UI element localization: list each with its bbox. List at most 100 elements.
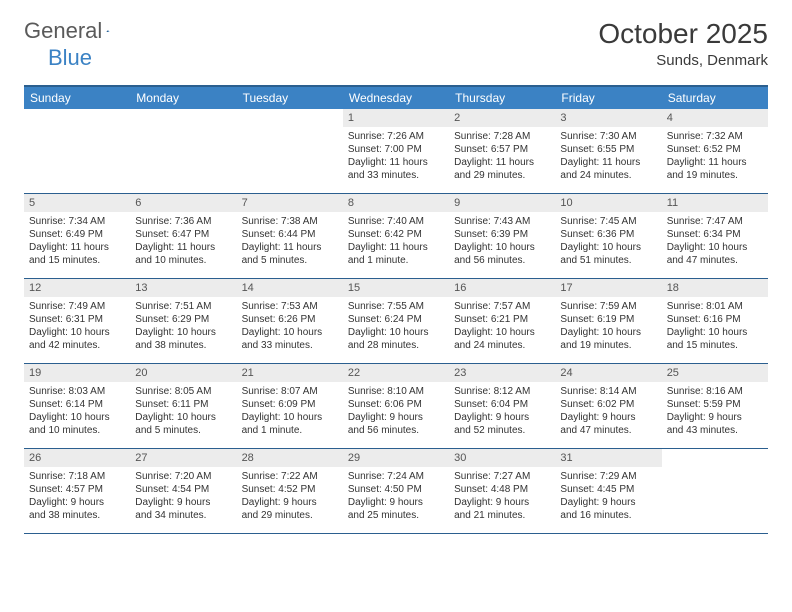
day-d2: and 29 minutes. <box>454 169 550 182</box>
day-sr: Sunrise: 8:01 AM <box>667 300 763 313</box>
week-row: 26Sunrise: 7:18 AMSunset: 4:57 PMDayligh… <box>24 449 768 534</box>
day-body: Sunrise: 7:27 AMSunset: 4:48 PMDaylight:… <box>449 467 555 526</box>
day-body: Sunrise: 7:30 AMSunset: 6:55 PMDaylight:… <box>555 127 661 186</box>
day-d1: Daylight: 11 hours <box>242 241 338 254</box>
day-d1: Daylight: 10 hours <box>667 326 763 339</box>
day-number: 16 <box>449 279 555 297</box>
day-sr: Sunrise: 7:40 AM <box>348 215 444 228</box>
day-d1: Daylight: 11 hours <box>348 156 444 169</box>
day-body: Sunrise: 7:22 AMSunset: 4:52 PMDaylight:… <box>237 467 343 526</box>
day-cell: 29Sunrise: 7:24 AMSunset: 4:50 PMDayligh… <box>343 449 449 533</box>
day-number: 28 <box>237 449 343 467</box>
day-sr: Sunrise: 8:03 AM <box>29 385 125 398</box>
day-cell: 5Sunrise: 7:34 AMSunset: 6:49 PMDaylight… <box>24 194 130 278</box>
day-d1: Daylight: 9 hours <box>560 496 656 509</box>
day-body: Sunrise: 8:01 AMSunset: 6:16 PMDaylight:… <box>662 297 768 356</box>
weekday-sun: Sunday <box>24 87 130 109</box>
day-ss: Sunset: 6:06 PM <box>348 398 444 411</box>
day-ss: Sunset: 6:57 PM <box>454 143 550 156</box>
day-d1: Daylight: 10 hours <box>454 241 550 254</box>
day-body: Sunrise: 7:38 AMSunset: 6:44 PMDaylight:… <box>237 212 343 271</box>
day-body: Sunrise: 7:18 AMSunset: 4:57 PMDaylight:… <box>24 467 130 526</box>
day-cell: 18Sunrise: 8:01 AMSunset: 6:16 PMDayligh… <box>662 279 768 363</box>
day-d2: and 42 minutes. <box>29 339 125 352</box>
day-body: Sunrise: 8:03 AMSunset: 6:14 PMDaylight:… <box>24 382 130 441</box>
day-number: 6 <box>130 194 236 212</box>
day-d1: Daylight: 10 hours <box>242 326 338 339</box>
day-ss: Sunset: 6:02 PM <box>560 398 656 411</box>
day-ss: Sunset: 4:54 PM <box>135 483 231 496</box>
day-body: Sunrise: 7:47 AMSunset: 6:34 PMDaylight:… <box>662 212 768 271</box>
day-cell: 11Sunrise: 7:47 AMSunset: 6:34 PMDayligh… <box>662 194 768 278</box>
day-number: 22 <box>343 364 449 382</box>
day-number: 15 <box>343 279 449 297</box>
day-d1: Daylight: 9 hours <box>348 411 444 424</box>
weekday-thu: Thursday <box>449 87 555 109</box>
day-cell: 7Sunrise: 7:38 AMSunset: 6:44 PMDaylight… <box>237 194 343 278</box>
day-d2: and 5 minutes. <box>242 254 338 267</box>
day-body: Sunrise: 7:32 AMSunset: 6:52 PMDaylight:… <box>662 127 768 186</box>
day-ss: Sunset: 7:00 PM <box>348 143 444 156</box>
day-body: Sunrise: 8:16 AMSunset: 5:59 PMDaylight:… <box>662 382 768 441</box>
day-sr: Sunrise: 8:16 AM <box>667 385 763 398</box>
day-body: Sunrise: 7:59 AMSunset: 6:19 PMDaylight:… <box>555 297 661 356</box>
day-cell: 13Sunrise: 7:51 AMSunset: 6:29 PMDayligh… <box>130 279 236 363</box>
day-d2: and 52 minutes. <box>454 424 550 437</box>
day-d2: and 25 minutes. <box>348 509 444 522</box>
day-body: Sunrise: 8:05 AMSunset: 6:11 PMDaylight:… <box>130 382 236 441</box>
day-d1: Daylight: 10 hours <box>135 326 231 339</box>
day-ss: Sunset: 6:47 PM <box>135 228 231 241</box>
day-ss: Sunset: 6:49 PM <box>29 228 125 241</box>
day-cell: 2Sunrise: 7:28 AMSunset: 6:57 PMDaylight… <box>449 109 555 193</box>
day-sr: Sunrise: 7:38 AM <box>242 215 338 228</box>
day-cell: 9Sunrise: 7:43 AMSunset: 6:39 PMDaylight… <box>449 194 555 278</box>
brand-word2: Blue <box>48 45 92 70</box>
day-cell: 1Sunrise: 7:26 AMSunset: 7:00 PMDaylight… <box>343 109 449 193</box>
day-ss: Sunset: 6:36 PM <box>560 228 656 241</box>
day-d1: Daylight: 11 hours <box>348 241 444 254</box>
week-row: 19Sunrise: 8:03 AMSunset: 6:14 PMDayligh… <box>24 364 768 449</box>
day-body: Sunrise: 8:07 AMSunset: 6:09 PMDaylight:… <box>237 382 343 441</box>
day-d2: and 24 minutes. <box>454 339 550 352</box>
day-d1: Daylight: 9 hours <box>29 496 125 509</box>
day-d2: and 56 minutes. <box>454 254 550 267</box>
day-ss: Sunset: 6:19 PM <box>560 313 656 326</box>
day-ss: Sunset: 6:21 PM <box>454 313 550 326</box>
brand-word1: General <box>24 18 102 44</box>
day-d1: Daylight: 9 hours <box>560 411 656 424</box>
weekday-tue: Tuesday <box>237 87 343 109</box>
day-number: 24 <box>555 364 661 382</box>
day-d1: Daylight: 10 hours <box>560 326 656 339</box>
day-number: 11 <box>662 194 768 212</box>
day-d2: and 10 minutes. <box>29 424 125 437</box>
day-number: 31 <box>555 449 661 467</box>
day-cell: 22Sunrise: 8:10 AMSunset: 6:06 PMDayligh… <box>343 364 449 448</box>
day-sr: Sunrise: 7:30 AM <box>560 130 656 143</box>
day-d2: and 10 minutes. <box>135 254 231 267</box>
day-number: 26 <box>24 449 130 467</box>
day-d1: Daylight: 11 hours <box>29 241 125 254</box>
day-cell: 10Sunrise: 7:45 AMSunset: 6:36 PMDayligh… <box>555 194 661 278</box>
day-sr: Sunrise: 7:55 AM <box>348 300 444 313</box>
day-cell: 24Sunrise: 8:14 AMSunset: 6:02 PMDayligh… <box>555 364 661 448</box>
weekday-fri: Friday <box>555 87 661 109</box>
day-sr: Sunrise: 7:20 AM <box>135 470 231 483</box>
day-d2: and 51 minutes. <box>560 254 656 267</box>
day-number: 4 <box>662 109 768 127</box>
day-d2: and 16 minutes. <box>560 509 656 522</box>
day-body: Sunrise: 7:28 AMSunset: 6:57 PMDaylight:… <box>449 127 555 186</box>
day-number: 20 <box>130 364 236 382</box>
weekday-mon: Monday <box>130 87 236 109</box>
day-d2: and 19 minutes. <box>560 339 656 352</box>
day-body: Sunrise: 7:49 AMSunset: 6:31 PMDaylight:… <box>24 297 130 356</box>
day-d2: and 21 minutes. <box>454 509 550 522</box>
day-d2: and 15 minutes. <box>667 339 763 352</box>
day-d2: and 1 minute. <box>348 254 444 267</box>
day-ss: Sunset: 6:31 PM <box>29 313 125 326</box>
day-sr: Sunrise: 7:28 AM <box>454 130 550 143</box>
day-ss: Sunset: 6:14 PM <box>29 398 125 411</box>
day-body: Sunrise: 7:57 AMSunset: 6:21 PMDaylight:… <box>449 297 555 356</box>
day-d2: and 47 minutes. <box>667 254 763 267</box>
day-number: 9 <box>449 194 555 212</box>
day-ss: Sunset: 4:48 PM <box>454 483 550 496</box>
